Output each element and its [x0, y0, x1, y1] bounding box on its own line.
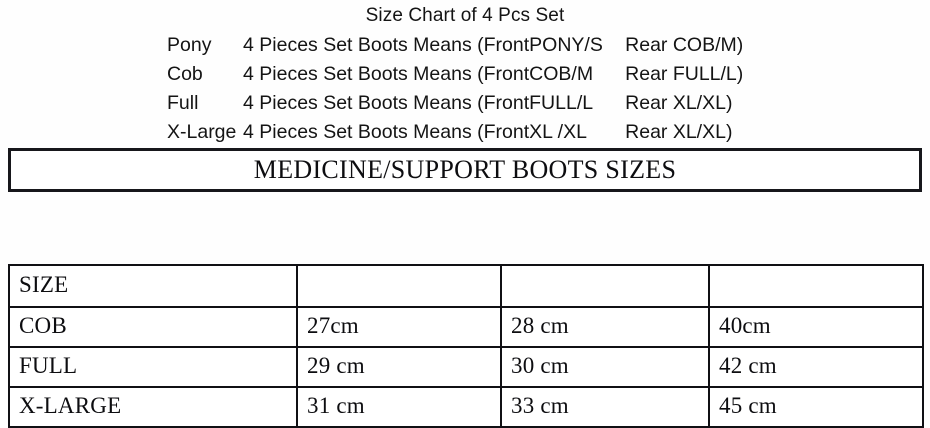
spec-description: 4 Pieces Set Boots Means (Front: [243, 92, 530, 114]
spec-row: Full 4 Pieces Set Boots Means (Front FUL…: [167, 89, 930, 118]
size-table: SIZE COB 27cm 28 cm 40cm FULL 29 cm 30 c…: [8, 264, 924, 428]
spec-rear-size: Rear COB/M): [625, 34, 744, 56]
intro-block: Size Chart of 4 Pcs Set Pony 4 Pieces Se…: [0, 0, 930, 147]
spec-row-list: Pony 4 Pieces Set Boots Means (Front PON…: [0, 31, 930, 147]
spec-row: X-Large 4 Pieces Set Boots Means (Front …: [167, 118, 930, 147]
spec-front-size: PONY/S: [529, 34, 603, 56]
banner-title: MEDICINE/SUPPORT BOOTS SIZES: [253, 155, 677, 184]
table-cell-size: FULL: [8, 346, 298, 388]
table-cell-size: COB: [8, 306, 298, 348]
spec-size-label: Pony: [167, 34, 212, 56]
spec-size-label: Full: [167, 92, 199, 114]
table-cell-dim-1: 27cm: [296, 306, 502, 348]
size-table-container: SIZE COB 27cm 28 cm 40cm FULL 29 cm 30 c…: [8, 264, 924, 428]
spec-description: 4 Pieces Set Boots Means (Front: [243, 121, 530, 143]
table-header-cell-4: [708, 264, 924, 308]
table-cell-dim-1: 29 cm: [296, 346, 502, 388]
section-banner: MEDICINE/SUPPORT BOOTS SIZES: [8, 148, 922, 192]
spec-front-size: XL /XL: [529, 121, 587, 143]
spec-rear-size: Rear FULL/L): [625, 63, 744, 85]
table-header-cell-size: SIZE: [8, 264, 298, 308]
table-row: X-LARGE 31 cm 33 cm 45 cm: [8, 386, 924, 428]
spec-rear-size: Rear XL/XL): [625, 92, 733, 114]
spec-row: Pony 4 Pieces Set Boots Means (Front PON…: [167, 31, 930, 60]
table-header-row: SIZE: [8, 264, 924, 308]
table-cell-dim-2: 28 cm: [500, 306, 710, 348]
table-cell-dim-3: 45 cm: [708, 386, 924, 428]
spec-size-label: Cob: [167, 63, 203, 85]
spec-front-size: FULL/L: [529, 92, 594, 114]
spec-description: 4 Pieces Set Boots Means (Front: [243, 63, 530, 85]
spec-rear-size: Rear XL/XL): [625, 121, 733, 143]
table-cell-dim-3: 42 cm: [708, 346, 924, 388]
table-cell-size: X-LARGE: [8, 386, 298, 428]
spec-size-label: X-Large: [167, 121, 237, 143]
table-header-cell-2: [296, 264, 502, 308]
table-cell-dim-3: 40cm: [708, 306, 924, 348]
table-row: FULL 29 cm 30 cm 42 cm: [8, 346, 924, 388]
table-header-cell-3: [500, 264, 710, 308]
spec-row: Cob 4 Pieces Set Boots Means (Front COB/…: [167, 60, 930, 89]
table-cell-dim-1: 31 cm: [296, 386, 502, 428]
table-row: COB 27cm 28 cm 40cm: [8, 306, 924, 348]
table-cell-dim-2: 30 cm: [500, 346, 710, 388]
table-cell-dim-2: 33 cm: [500, 386, 710, 428]
spec-front-size: COB/M: [529, 63, 594, 85]
spec-description: 4 Pieces Set Boots Means (Front: [243, 34, 530, 56]
page-title: Size Chart of 4 Pcs Set: [365, 5, 565, 26]
